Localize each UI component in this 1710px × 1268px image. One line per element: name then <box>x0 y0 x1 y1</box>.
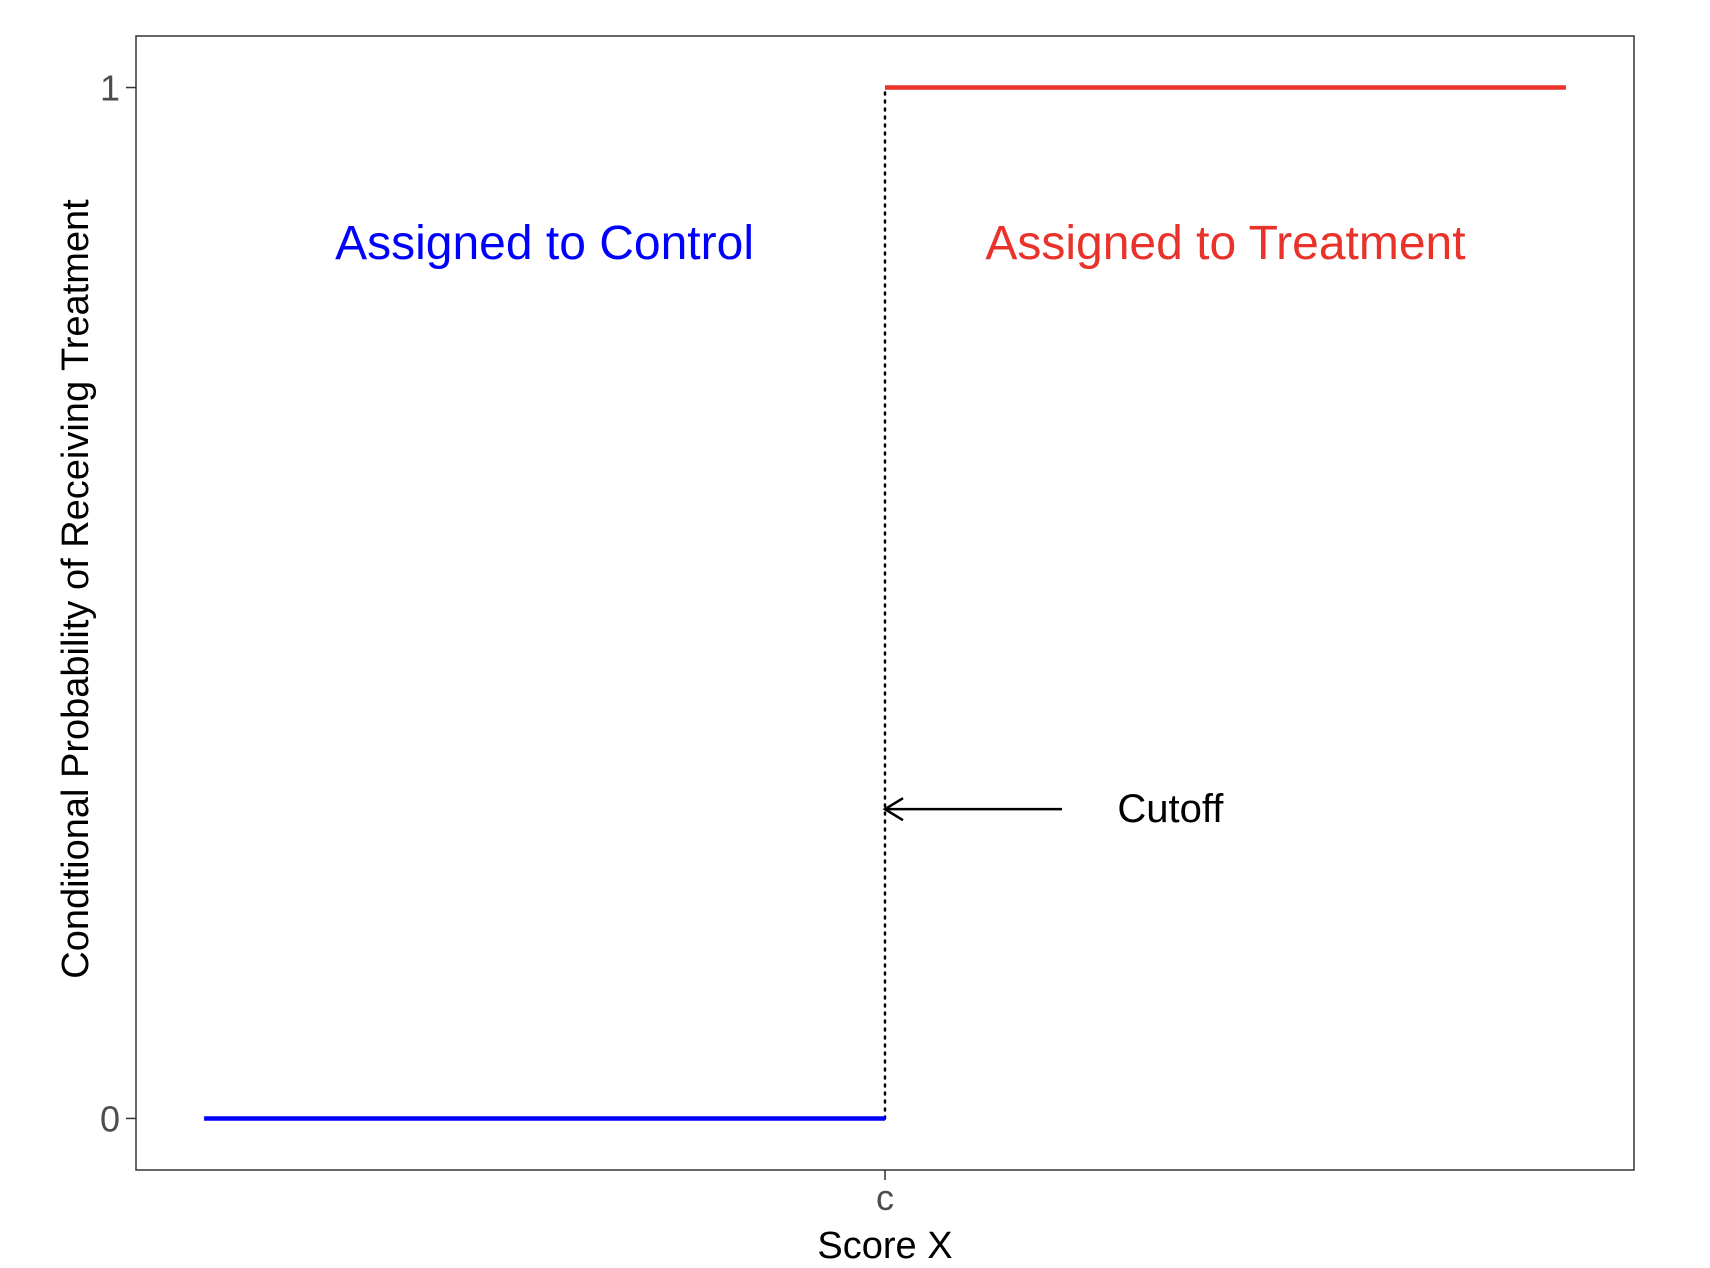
chart-marks <box>204 85 1566 1121</box>
treatment-annotation: Assigned to Treatment <box>985 217 1465 270</box>
cutoff-arrow-head <box>882 797 904 822</box>
cutoff-annotation: Cutoff <box>1117 787 1224 831</box>
x-tick-label: c <box>876 1177 894 1218</box>
y-tick-label: 0 <box>100 1098 120 1139</box>
x-axis-title: Score X <box>817 1225 952 1267</box>
axis-ticks: 0 1 c <box>100 68 894 1218</box>
y-tick-label: 1 <box>100 68 120 109</box>
control-annotation: Assigned to Control <box>335 217 754 270</box>
chart-labels: Assigned to Control Assigned to Treatment… <box>335 217 1465 831</box>
y-axis-title: Conditional Probability of Receiving Tre… <box>55 199 97 979</box>
